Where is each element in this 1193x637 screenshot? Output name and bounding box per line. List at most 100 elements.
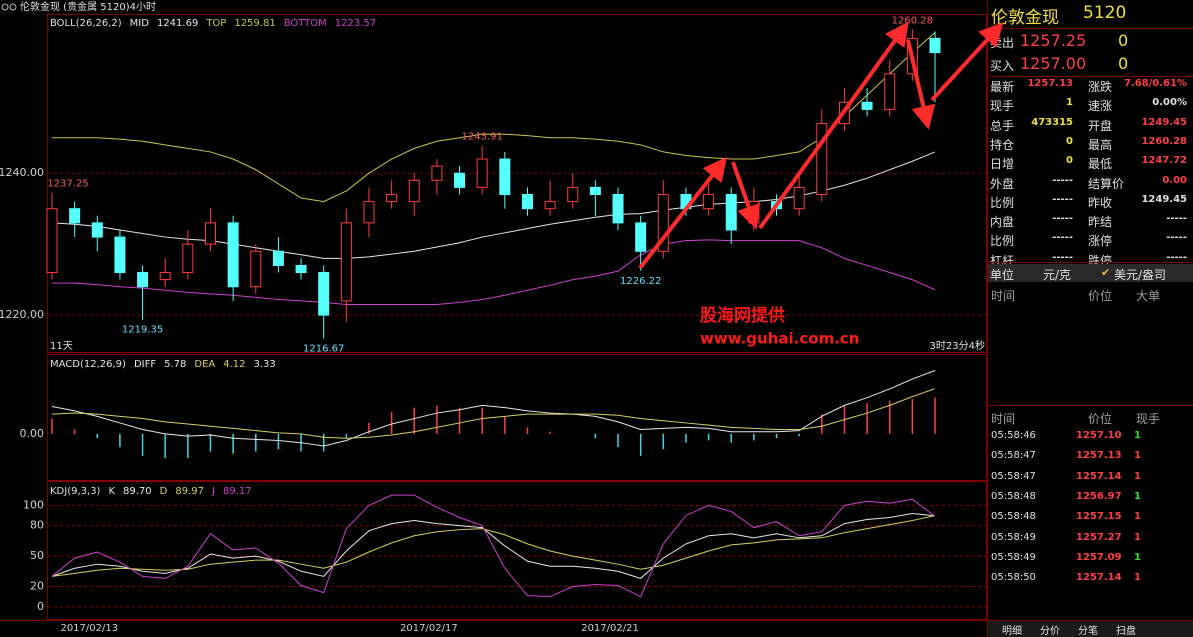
indicator-line [51,370,936,447]
tab[interactable]: 分价 [1040,626,1060,637]
panel-frame [47,481,987,620]
quote-label: 内盘 [990,215,1015,230]
trade-volume: 1 [1134,450,1141,462]
quote-label: 最低 [1088,157,1113,172]
candle-body [884,73,896,110]
indicator-label: BOLL(26,26,2) [50,18,122,29]
candle-body [703,193,715,210]
chart-area: 伦敦金现 (贵金属 5120)4小时 股海网提供 www.guhai.com.c… [0,0,988,637]
candle-body [748,201,760,224]
trade-price: 1257.15 [1076,511,1122,523]
table-header: 时间 [991,412,1016,426]
candle-body [114,236,126,274]
legend-name: D [160,486,168,497]
quote-label: 昨收 [1088,195,1113,210]
y-tick-label: 1220.00 [0,308,44,321]
candle-body [137,272,149,288]
buy-volume: 0 [1118,54,1129,73]
legend-value: 89.97 [175,486,204,497]
y-tick-label: 0.00 [20,427,45,440]
tab[interactable]: 明细 [1002,626,1022,637]
table-header: 大单 [1136,289,1161,303]
candle-body [227,222,239,288]
y-tick-label: 100 [23,498,44,511]
quote-value: 0.00 [1162,174,1187,186]
candle-body [929,37,941,54]
quote-value: 0.00% [1152,97,1187,109]
legend-value: 89.17 [223,486,252,497]
quote-value: ----- [1166,232,1187,244]
trade-price: 1257.14 [1076,572,1122,584]
indicator-line [51,515,936,577]
y-tick-label: 1240.00 [0,166,44,179]
candle-body [589,186,601,195]
instrument-code: 5120 [1083,3,1127,23]
x-tick-label: 2017/02/13 [60,623,118,634]
trade-price: 1257.13 [1076,450,1122,462]
candle-body [340,222,352,302]
table-header: 价位 [1088,412,1113,426]
legend-value: 89.70 [123,486,152,497]
quote-value: ----- [1166,251,1187,263]
quote-value: ----- [1052,232,1073,244]
candle-body [182,243,194,274]
candle-body [771,201,783,210]
icon [1,3,9,11]
trade-volume: 1 [1134,511,1141,523]
quote-label: 外盘 [990,176,1015,191]
y-tick-label: 0 [37,600,44,613]
quote-value: 1247.72 [1141,155,1187,167]
buy-label: 买入 [990,59,1015,73]
candle-body [725,193,737,231]
legend-name: K [108,486,115,497]
quote-value: ----- [1052,193,1073,205]
trade-time: 05:58:47 [991,470,1036,482]
candle-body [544,201,556,210]
trade-volume: 1 [1134,551,1141,563]
candle-body [250,250,262,288]
y-tick-label: 50 [30,549,44,562]
watermark: 股海网提供 [700,305,785,326]
quote-value: ----- [1052,213,1073,225]
tab-bar [988,620,1193,637]
quote-value: ----- [1052,174,1073,186]
quote-label: 速涨 [1088,99,1113,114]
trade-time: 05:58:49 [991,551,1036,563]
indicator-line [51,512,936,579]
candle-body [454,172,466,188]
quote-label: 比例 [990,195,1015,210]
y-tick-label: 80 [30,519,44,532]
quote-value: 1257.13 [1027,78,1073,89]
high-label: 1260.28 [892,15,933,26]
trade-volume: 1 [1134,572,1141,584]
legend-name: DEA [194,359,215,370]
legend-value: 4.12 [223,359,245,370]
candle-body [567,186,579,203]
legend-value: 1259.81 [234,18,275,29]
quote-label: 持仓 [990,137,1015,152]
quote-label: 最高 [1088,137,1113,152]
low-label: 1226.22 [620,276,661,287]
instrument-name: 伦敦金现 [991,8,1059,28]
legend-value: 3.33 [254,359,276,370]
indicator-line [52,239,936,305]
candle-body [408,179,420,203]
quote-label: 涨停 [1088,234,1113,249]
legend-name: BOTTOM [284,18,327,29]
x-tick-label: 2017/02/21 [581,623,639,634]
legend-name: MID [130,18,150,29]
candle-body [861,101,873,110]
sell-volume: 0 [1118,31,1129,50]
legend-name: TOP [205,18,226,29]
separator [988,405,1193,406]
period-note: 11天 [50,341,73,352]
candle-body [612,193,624,224]
trade-price: 1257.09 [1076,551,1122,563]
candle-body [159,272,171,281]
quote-value: ----- [1166,213,1187,225]
sell-label: 卖出 [990,36,1015,50]
tab[interactable]: 扫盘 [1116,626,1136,637]
trade-price: 1256.97 [1076,490,1122,502]
tab[interactable]: 分笔 [1078,626,1098,637]
